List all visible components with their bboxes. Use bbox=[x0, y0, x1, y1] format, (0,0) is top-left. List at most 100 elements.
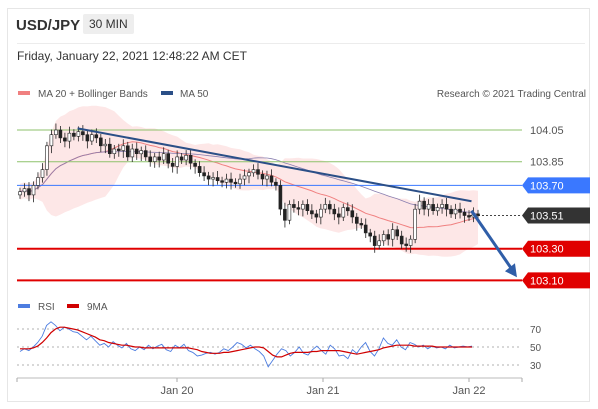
candle bbox=[368, 228, 373, 243]
candle bbox=[63, 132, 67, 148]
candle bbox=[413, 203, 417, 244]
candle bbox=[90, 129, 94, 145]
level-tag-103.30 bbox=[522, 240, 590, 257]
candle bbox=[278, 180, 283, 216]
ma50-line bbox=[19, 151, 479, 215]
candle bbox=[152, 153, 157, 168]
candle bbox=[108, 137, 112, 158]
candle bbox=[310, 204, 314, 219]
candle bbox=[206, 171, 211, 186]
rsi-tick-50: 50 bbox=[530, 343, 542, 354]
candle bbox=[395, 225, 400, 240]
level-label-103.10: 103.10 bbox=[530, 275, 564, 287]
level-tag-103.70 bbox=[522, 177, 590, 194]
candle bbox=[247, 168, 251, 184]
candle bbox=[188, 148, 193, 170]
rsi-tick-30: 30 bbox=[530, 361, 542, 372]
candle bbox=[197, 161, 202, 177]
ma9-legend-label: 9MA bbox=[87, 302, 108, 313]
candle bbox=[139, 146, 143, 161]
candle bbox=[166, 149, 170, 169]
level-label-103.70: 103.70 bbox=[530, 180, 564, 192]
candle bbox=[81, 125, 85, 141]
candle bbox=[40, 163, 45, 183]
candle bbox=[363, 218, 368, 238]
candle bbox=[435, 203, 440, 216]
trendline bbox=[77, 127, 472, 203]
candle bbox=[27, 182, 31, 202]
candle bbox=[274, 178, 278, 191]
candle bbox=[117, 143, 121, 157]
forecast-arrow-shaft bbox=[470, 209, 516, 274]
candle bbox=[18, 187, 22, 199]
candle bbox=[377, 234, 382, 250]
candle bbox=[36, 172, 40, 190]
candle bbox=[251, 164, 256, 177]
candle bbox=[336, 207, 341, 225]
candle bbox=[426, 199, 431, 217]
candle bbox=[269, 169, 274, 187]
credit-text: Research © 2021 Trading Central bbox=[437, 89, 586, 100]
candle bbox=[229, 172, 233, 190]
candle bbox=[440, 199, 444, 214]
candle bbox=[233, 178, 238, 188]
candle bbox=[381, 230, 386, 246]
candle bbox=[314, 209, 319, 224]
candle bbox=[157, 151, 161, 168]
candle bbox=[301, 200, 305, 217]
candle bbox=[453, 203, 458, 219]
candle bbox=[103, 139, 108, 154]
rsi-tick-70: 70 bbox=[530, 325, 542, 336]
candle bbox=[202, 166, 206, 181]
candle bbox=[449, 205, 453, 218]
candle bbox=[161, 147, 166, 164]
candle bbox=[467, 210, 471, 221]
candle bbox=[422, 197, 426, 216]
candle bbox=[444, 197, 449, 217]
level-label-103.85: 103.85 bbox=[530, 157, 564, 169]
forecast-arrow-head bbox=[504, 263, 517, 278]
header-divider bbox=[17, 43, 585, 44]
candle bbox=[99, 134, 103, 152]
rsi-legend-label: RSI bbox=[38, 302, 55, 313]
candle bbox=[296, 201, 301, 216]
ma9-legend-swatch bbox=[67, 304, 79, 308]
candle bbox=[31, 181, 36, 203]
candle bbox=[341, 203, 346, 221]
candle bbox=[67, 126, 72, 149]
timeframe-badge[interactable]: 30 MIN bbox=[83, 14, 134, 34]
candle bbox=[292, 199, 296, 213]
candle bbox=[345, 202, 350, 216]
candle bbox=[45, 141, 49, 176]
candle bbox=[372, 230, 377, 253]
candle bbox=[72, 129, 76, 141]
candle bbox=[458, 202, 462, 219]
symbol-title: USD/JPY bbox=[16, 17, 81, 34]
candle bbox=[179, 153, 184, 164]
candle bbox=[417, 194, 422, 215]
candle bbox=[49, 129, 54, 154]
candle bbox=[121, 139, 126, 158]
rsi-series-9MA bbox=[20, 326, 472, 358]
candle bbox=[408, 235, 413, 253]
candle bbox=[242, 169, 247, 186]
level-tag-103.10 bbox=[522, 272, 590, 289]
candle bbox=[224, 173, 229, 189]
candle bbox=[390, 223, 395, 247]
candle bbox=[350, 204, 355, 224]
candle bbox=[305, 199, 310, 215]
rsi-series-RSI bbox=[19, 321, 473, 368]
ma50-legend-label: MA 50 bbox=[180, 89, 209, 100]
level-label-103.51: 103.51 bbox=[530, 211, 564, 223]
candle bbox=[327, 200, 332, 215]
chart-frame bbox=[7, 8, 590, 402]
candle bbox=[85, 130, 90, 149]
level-tag-103.51 bbox=[522, 207, 590, 224]
candle bbox=[359, 218, 364, 229]
candle bbox=[386, 229, 391, 246]
level-label-103.30: 103.30 bbox=[530, 244, 564, 256]
x-tick-label: Jan 20 bbox=[160, 385, 193, 397]
candle bbox=[238, 173, 242, 189]
candle bbox=[215, 171, 220, 185]
